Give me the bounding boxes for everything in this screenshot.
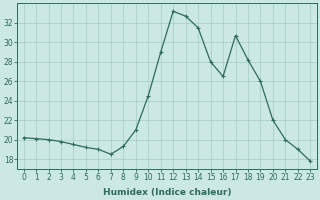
X-axis label: Humidex (Indice chaleur): Humidex (Indice chaleur) — [103, 188, 231, 197]
